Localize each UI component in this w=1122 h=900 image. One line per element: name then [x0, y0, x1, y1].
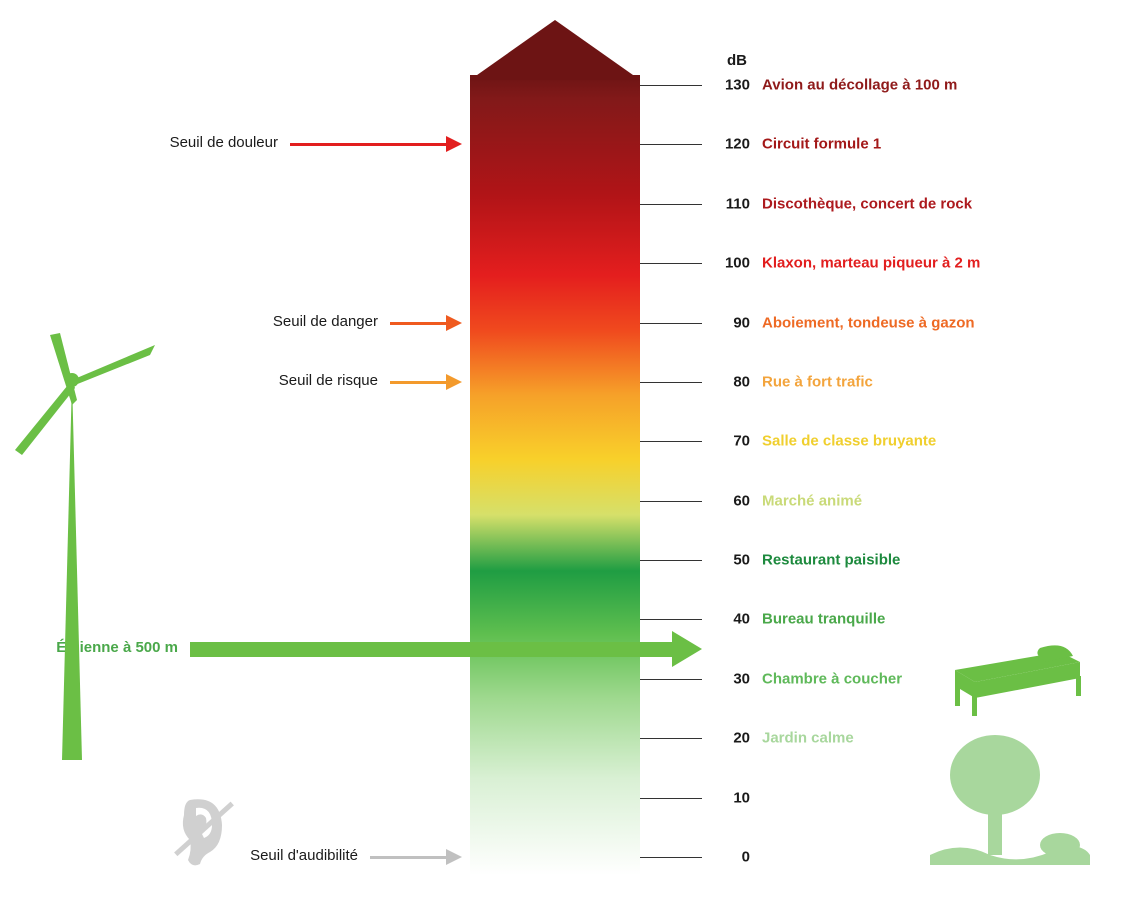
tick-line	[640, 441, 702, 442]
threshold-label: Seuil de danger	[232, 313, 378, 330]
tick-label: Aboiement, tondeuse à gazon	[762, 314, 975, 331]
tick-label: Restaurant paisible	[762, 552, 900, 569]
threshold-arrow-head	[446, 136, 462, 152]
tick-line	[640, 857, 702, 858]
tick-value: 130	[710, 77, 750, 94]
threshold-arrow	[290, 143, 448, 146]
unit-header: dB	[727, 52, 747, 69]
tick-value: 10	[710, 789, 750, 806]
tick-label: Discothèque, concert de rock	[762, 195, 972, 212]
threshold-arrow	[370, 856, 448, 859]
tick-label: Jardin calme	[762, 730, 854, 747]
tick-label: Rue à fort trafic	[762, 373, 873, 390]
tick-line	[640, 560, 702, 561]
tick-value: 80	[710, 373, 750, 390]
tick-value: 120	[710, 136, 750, 153]
threshold-arrow-head	[446, 849, 462, 865]
tick-label: Circuit formule 1	[762, 136, 881, 153]
tick-line	[640, 204, 702, 205]
tick-line	[640, 738, 702, 739]
tick-value: 50	[710, 552, 750, 569]
bed-icon	[945, 640, 1085, 720]
threshold-arrow	[390, 322, 448, 325]
tick-line	[640, 323, 702, 324]
threshold-label: Seuil de douleur	[123, 134, 278, 151]
tick-line	[640, 382, 702, 383]
tick-line	[640, 263, 702, 264]
tower-roof	[470, 20, 640, 80]
threshold-arrow	[190, 642, 674, 657]
tick-line	[640, 798, 702, 799]
tick-line	[640, 619, 702, 620]
tick-line	[640, 144, 702, 145]
tick-value: 30	[710, 670, 750, 687]
tick-label: Avion au décollage à 100 m	[762, 77, 957, 94]
tick-value: 60	[710, 492, 750, 509]
tower-body	[470, 75, 640, 875]
tree-icon	[930, 720, 1090, 870]
threshold-label: Seuil de risque	[232, 372, 378, 389]
ear-icon	[170, 790, 240, 870]
tick-label: Salle de classe bruyante	[762, 433, 936, 450]
threshold-arrow-head	[446, 374, 462, 390]
tick-value: 0	[710, 849, 750, 866]
tick-value: 110	[710, 195, 750, 212]
tick-value: 20	[710, 730, 750, 747]
tick-label: Klaxon, marteau piqueur à 2 m	[762, 255, 980, 272]
tick-value: 90	[710, 314, 750, 331]
tick-value: 40	[710, 611, 750, 628]
tick-label: Chambre à coucher	[762, 670, 902, 687]
sound-tower	[470, 75, 640, 875]
tick-line	[640, 501, 702, 502]
tick-label: Bureau tranquille	[762, 611, 885, 628]
tick-value: 100	[710, 255, 750, 272]
threshold-arrow	[390, 381, 448, 384]
threshold-arrow-head	[446, 315, 462, 331]
tick-line	[640, 679, 702, 680]
wind-turbine-icon	[10, 330, 160, 760]
tick-label: Marché animé	[762, 492, 862, 509]
tick-value: 70	[710, 433, 750, 450]
threshold-arrow-head	[672, 631, 702, 667]
tick-line	[640, 85, 702, 86]
